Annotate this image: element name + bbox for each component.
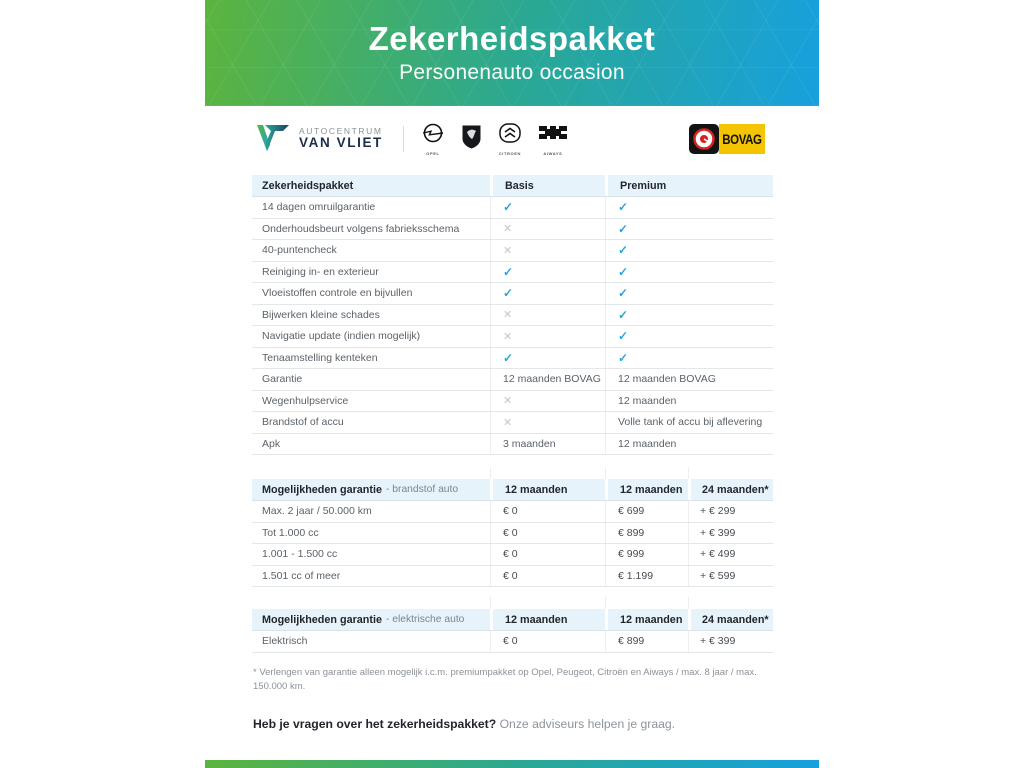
electric-table-header: Mogelijkheden garantie - elektrische aut… [252,609,773,631]
premium-check-icon [605,218,773,239]
basis-cross-icon [490,326,605,347]
table-row: 1.001 - 1.500 cc € 0 € 999 + € 499 [252,544,773,566]
dealer-name-top: AUTOCENTRUM [299,126,383,137]
premium-check-icon [605,197,773,218]
table-row: Reiniging in- en exterieur [252,261,773,283]
package-table: Zekerheidspakket Basis Premium 14 dagen … [252,175,773,455]
table-row: Apk 3 maanden 12 maanden [252,433,773,455]
table-row: Elektrisch € 0 € 899 + € 399 [252,631,773,653]
peugeot-logo [461,124,482,155]
bovag-wheel-icon [689,124,719,154]
fuel-header-title: Mogelijkheden garantie - brandstof auto [262,483,459,496]
table-row: 14 dagen omruilgarantie [252,197,773,219]
hero-banner: Zekerheidspakket Personenauto occasion [205,0,819,106]
package-header-basis: Basis [490,175,605,196]
bottom-gradient-bar [205,760,819,768]
aiways-icon [538,123,568,150]
question-bold: Heb je vragen over het zekerheidspakket? [253,716,497,731]
table-row: 1.501 cc of meer € 0 € 1.199 + € 599 [252,565,773,587]
dealer-name: AUTOCENTRUM VAN VLIET [299,127,383,150]
opel-label: OPEL [426,150,440,156]
electric-header-title: Mogelijkheden garantie - elektrische aut… [262,613,465,626]
poster-page: Zekerheidspakket Personenauto occasion [205,0,819,768]
logo-divider [402,126,404,152]
basis-cross-icon [490,412,605,433]
question-line: Heb je vragen over het zekerheidspakket?… [253,717,819,731]
footnote: * Verlengen van garantie alleen mogelijk… [253,666,757,692]
opel-logo: OPEL [421,123,445,156]
basis-cross-icon [490,390,605,411]
van-vliet-mark-icon [255,121,291,158]
citroen-label: CITROEN [498,150,521,156]
table-row: 40-puntencheck [252,240,773,262]
basis-cross-icon [490,304,605,325]
electric-warranty-table: Mogelijkheden garantie - elektrische aut… [252,597,773,653]
package-header-label: Zekerheidspakket [262,179,354,192]
logo-row: AUTOCENTRUM VAN VLIET OPEL [205,119,819,159]
premium-check-icon [605,283,773,304]
peugeot-shield-icon [461,124,482,155]
citroen-icon [498,122,522,150]
premium-check-icon [605,240,773,261]
basis-cross-icon [490,218,605,239]
opel-icon [421,123,445,150]
dealer-logo: AUTOCENTRUM VAN VLIET [255,121,383,158]
basis-check-icon [490,261,605,282]
citroen-logo: CITROEN [498,122,522,156]
table-row: Onderhoudsbeurt volgens fabrieksschema [252,218,773,240]
table-row: Bijwerken kleine schades [252,304,773,326]
fuel-warranty-table: Mogelijkheden garantie - brandstof auto … [252,467,773,587]
table-row: Brandstof of accu Volle tank of accu bij… [252,412,773,434]
basis-check-icon [490,283,605,304]
brand-logos: OPEL [421,122,568,156]
aiways-label: AIWAYS [543,150,563,156]
aiways-logo: AIWAYS [538,123,568,156]
table-row: Garantie 12 maanden BOVAG 12 maanden BOV… [252,369,773,391]
column-spacer [252,597,773,609]
premium-check-icon [605,326,773,347]
premium-check-icon [605,347,773,368]
question-rest: Onze adviseurs helpen je graag. [496,716,676,731]
basis-check-icon [490,197,605,218]
premium-check-icon [605,261,773,282]
bovag-logo: BOVAG [689,124,765,154]
basis-check-icon [490,347,605,368]
bovag-wordmark: BOVAG [719,124,765,154]
table-row: Tenaamstelling kenteken [252,347,773,369]
table-row: Max. 2 jaar / 50.000 km € 0 € 699 + € 29… [252,501,773,523]
fuel-table-header: Mogelijkheden garantie - brandstof auto … [252,479,773,501]
column-spacer [252,467,773,479]
page-subtitle: Personenauto occasion [399,60,625,84]
premium-check-icon [605,304,773,325]
package-table-header: Zekerheidspakket Basis Premium [252,175,773,197]
table-row: Tot 1.000 cc € 0 € 899 + € 399 [252,522,773,544]
basis-cross-icon [490,240,605,261]
dealer-name-bottom: VAN VLIET [299,135,383,151]
table-row: Wegenhulpservice 12 maanden [252,390,773,412]
page-title: Zekerheidspakket [368,20,656,58]
table-row: Navigatie update (indien mogelijk) [252,326,773,348]
table-row: Vloeistoffen controle en bijvullen [252,283,773,305]
package-header-premium: Premium [605,175,773,196]
